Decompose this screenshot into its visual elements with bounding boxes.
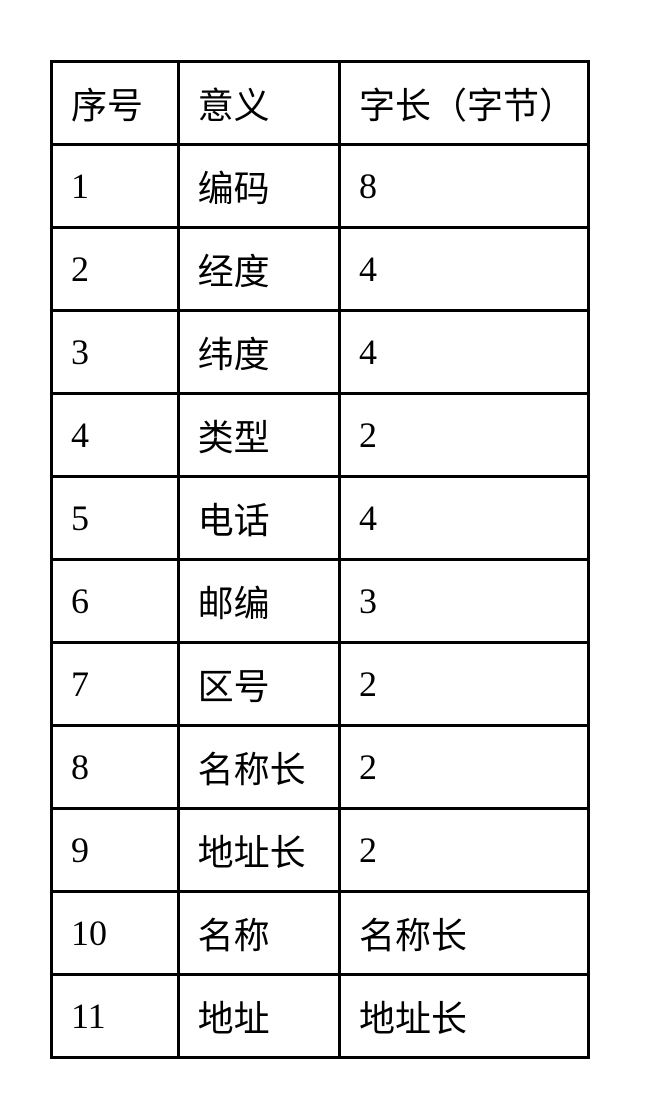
- cell-length: 2: [340, 643, 589, 726]
- cell-sequence: 11: [52, 975, 179, 1058]
- cell-length: 2: [340, 726, 589, 809]
- cell-meaning: 邮编: [178, 560, 339, 643]
- cell-meaning: 纬度: [178, 311, 339, 394]
- table-row: 1 编码 8: [52, 145, 589, 228]
- cell-meaning: 编码: [178, 145, 339, 228]
- table-row: 8 名称长 2: [52, 726, 589, 809]
- cell-meaning: 电话: [178, 477, 339, 560]
- table-row: 11 地址 地址长: [52, 975, 589, 1058]
- cell-meaning: 区号: [178, 643, 339, 726]
- data-table: 序号 意义 字长（字节） 1 编码 8 2 经度 4 3 纬度 4 4 类型 2…: [50, 60, 590, 1059]
- table-row: 6 邮编 3: [52, 560, 589, 643]
- cell-sequence: 2: [52, 228, 179, 311]
- cell-length: 4: [340, 311, 589, 394]
- cell-sequence: 1: [52, 145, 179, 228]
- table-row: 4 类型 2: [52, 394, 589, 477]
- header-length: 字长（字节）: [340, 62, 589, 145]
- cell-meaning: 经度: [178, 228, 339, 311]
- cell-meaning: 类型: [178, 394, 339, 477]
- header-sequence: 序号: [52, 62, 179, 145]
- cell-length: 地址长: [340, 975, 589, 1058]
- header-meaning: 意义: [178, 62, 339, 145]
- cell-sequence: 7: [52, 643, 179, 726]
- table-row: 7 区号 2: [52, 643, 589, 726]
- table-row: 10 名称 名称长: [52, 892, 589, 975]
- cell-length: 2: [340, 394, 589, 477]
- cell-length: 4: [340, 477, 589, 560]
- table-row: 3 纬度 4: [52, 311, 589, 394]
- table-header-row: 序号 意义 字长（字节）: [52, 62, 589, 145]
- cell-length: 4: [340, 228, 589, 311]
- cell-length: 2: [340, 809, 589, 892]
- cell-meaning: 名称长: [178, 726, 339, 809]
- cell-meaning: 名称: [178, 892, 339, 975]
- cell-length: 3: [340, 560, 589, 643]
- cell-sequence: 4: [52, 394, 179, 477]
- cell-sequence: 5: [52, 477, 179, 560]
- cell-sequence: 6: [52, 560, 179, 643]
- cell-length: 名称长: [340, 892, 589, 975]
- cell-sequence: 8: [52, 726, 179, 809]
- table-row: 9 地址长 2: [52, 809, 589, 892]
- cell-meaning: 地址: [178, 975, 339, 1058]
- cell-length: 8: [340, 145, 589, 228]
- table-row: 2 经度 4: [52, 228, 589, 311]
- cell-sequence: 3: [52, 311, 179, 394]
- table-row: 5 电话 4: [52, 477, 589, 560]
- cell-sequence: 9: [52, 809, 179, 892]
- cell-sequence: 10: [52, 892, 179, 975]
- cell-meaning: 地址长: [178, 809, 339, 892]
